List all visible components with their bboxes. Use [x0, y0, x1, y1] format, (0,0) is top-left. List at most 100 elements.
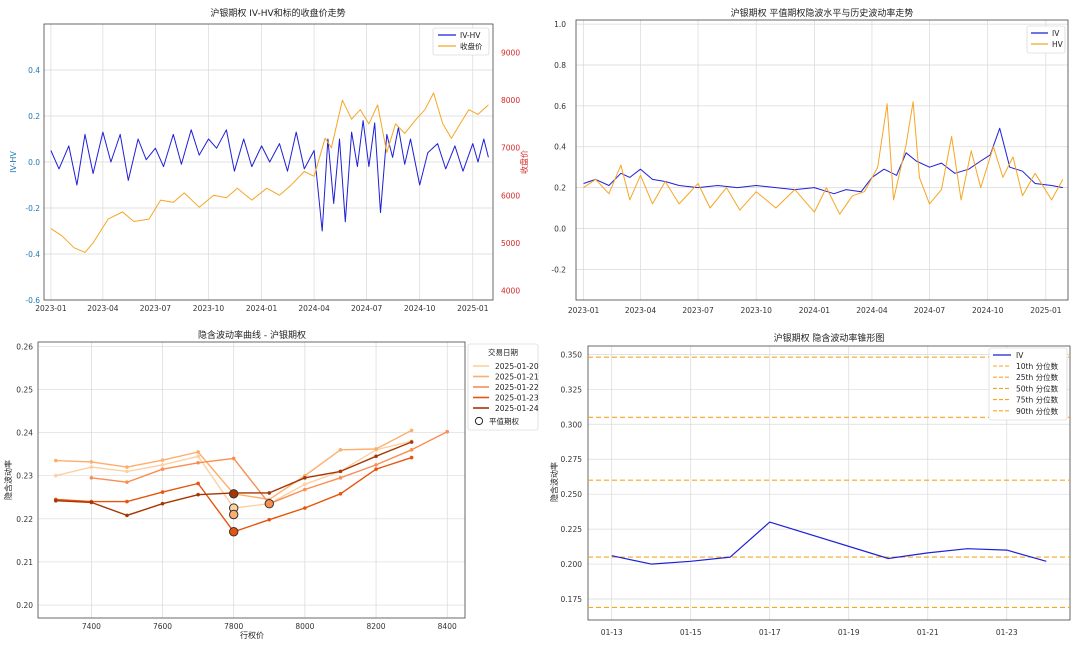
data-point	[160, 463, 165, 467]
grid	[38, 342, 465, 618]
data-point	[267, 517, 272, 522]
y2-tick-label: 8000	[501, 96, 520, 105]
data-point	[89, 460, 94, 464]
y2-tick-label: 4000	[501, 286, 520, 295]
series-line-ivhv	[50, 120, 489, 232]
plot-frame	[37, 341, 466, 619]
series-group	[583, 101, 1064, 215]
series-group	[50, 92, 489, 253]
data-point	[374, 447, 378, 451]
data-point	[338, 448, 343, 452]
chart-title: 沪银期权 IV-HV和标的收盘价走势	[210, 7, 345, 19]
plot-frame	[575, 19, 1069, 301]
x-tick-label: 2024-10	[404, 304, 436, 313]
x-tick-label: 7800	[224, 622, 243, 631]
data-point	[303, 506, 307, 510]
x-tick-label: 01-13	[601, 628, 623, 637]
y-tick-labels: -0.6 -0.4 -0.2 0.0 0.2 0.4	[25, 66, 40, 305]
data-point	[267, 491, 272, 495]
x-tick-label: 2023-01	[35, 304, 67, 313]
legend-label: 2025-01-20	[495, 362, 539, 371]
legend-label: 25th 分位数	[1016, 372, 1059, 382]
x-tick-label: 2025-01	[1030, 306, 1062, 315]
data-point	[196, 481, 200, 486]
x-tick-label: 8400	[438, 622, 457, 631]
x-tick-labels: 2023-01 2023-04 2023-07 2023-10 2024-01 2024-…	[35, 304, 488, 313]
x-tick-label: 8200	[366, 622, 385, 631]
chart-iv-cone: 沪银期权 隐含波动率锥形图 01-13 01-15 01-17 01-19 01-21 0…	[549, 332, 1071, 637]
y-tick-label: 0.200	[561, 560, 583, 569]
y-tick-label: 0.300	[561, 420, 583, 429]
legend-label: 50th 分位数	[1016, 383, 1059, 393]
x-tick-label: 7600	[153, 622, 172, 631]
x-tick-label: 2023-07	[682, 306, 714, 315]
y-tick-label: 0.6	[554, 102, 566, 111]
x-tick-label: 2024-07	[351, 304, 383, 313]
y-tick-label: 0.26	[16, 342, 33, 351]
y2-tick-labels: 4000 5000 6000 7000 8000 9000	[501, 49, 520, 296]
data-point	[409, 448, 414, 452]
data-point	[374, 454, 378, 459]
y-axis-label: 隐含波动率	[3, 460, 13, 500]
data-point	[196, 460, 200, 465]
y-tick-label: -0.6	[25, 296, 40, 305]
atm-marker	[264, 499, 274, 509]
data-point	[196, 450, 200, 454]
legend-label: 2025-01-22	[495, 383, 539, 392]
legend-atm-label: 平值期权	[489, 416, 519, 426]
data-point	[338, 492, 343, 496]
y-tick-labels: -0.2 0.0 0.2 0.4 0.6 0.8 1.0	[551, 20, 566, 274]
y2-tick-label: 9000	[501, 49, 520, 58]
series-line-hv	[583, 101, 1064, 215]
y-tick-label: 0.8	[554, 61, 566, 70]
x-tick-label: 01-17	[759, 628, 781, 637]
data-point	[231, 456, 236, 461]
legend-label: 2025-01-23	[495, 394, 539, 403]
x-tick-label: 2023-04	[625, 306, 657, 315]
data-point	[125, 480, 129, 484]
chart-title: 沪银期权 隐含波动率锥形图	[774, 332, 885, 344]
y-tick-label: 1.0	[554, 20, 566, 29]
data-point	[409, 440, 414, 444]
y2-axis-label: 收盘价	[519, 150, 529, 174]
x-tick-label: 2023-07	[140, 304, 172, 313]
y2-tick-label: 6000	[501, 191, 520, 200]
legend: IV-HV 收盘价	[432, 27, 490, 56]
x-tick-label: 7400	[82, 622, 101, 631]
x-tick-label: 2024-10	[972, 306, 1004, 315]
x-tick-labels: 01-13 01-15 01-17 01-19 01-21 01-23	[601, 628, 1018, 637]
data-point	[196, 492, 200, 497]
legend-label-iv: IV	[1052, 29, 1060, 38]
y-tick-labels: 0.175 0.200 0.225 0.250 0.275 0.300 0.325 0.350	[561, 350, 583, 604]
legend-title: 交易日期	[488, 347, 518, 357]
data-point	[160, 490, 165, 494]
legend-label: 75th 分位数	[1016, 395, 1059, 405]
x-tick-label: 01-21	[917, 628, 939, 637]
plot-frame	[587, 345, 1071, 621]
y-tick-label: 0.250	[561, 490, 583, 499]
legend: IV HV	[1026, 25, 1066, 54]
data-point	[53, 458, 58, 463]
y-tick-label: 0.0	[28, 158, 40, 167]
data-point	[374, 463, 378, 467]
y-tick-label: 0.325	[561, 385, 583, 394]
data-point	[125, 469, 129, 474]
atm-marker	[229, 527, 239, 537]
y-axis-label: 隐含波动率	[549, 462, 559, 502]
legend-label-ivhv: IV-HV	[460, 31, 481, 40]
chart-iv-smile: 隐含波动率曲线 - 沪银期权 7400 7600 7800 8000 8200 8400 …	[3, 329, 539, 640]
x-tick-label: 8000	[295, 622, 314, 631]
y-tick-label: 0.21	[16, 558, 33, 567]
series-line-close	[50, 92, 489, 253]
x-tick-label: 2025-01	[457, 304, 489, 313]
grid	[588, 346, 1070, 620]
data-point	[53, 498, 58, 503]
series-line-iv	[611, 521, 1047, 565]
x-tick-label: 2023-10	[193, 304, 225, 313]
legend: 交易日期 2025-01-202025-01-212025-01-222025-…	[467, 343, 539, 431]
chart-title: 隐含波动率曲线 - 沪银期权	[198, 329, 306, 341]
